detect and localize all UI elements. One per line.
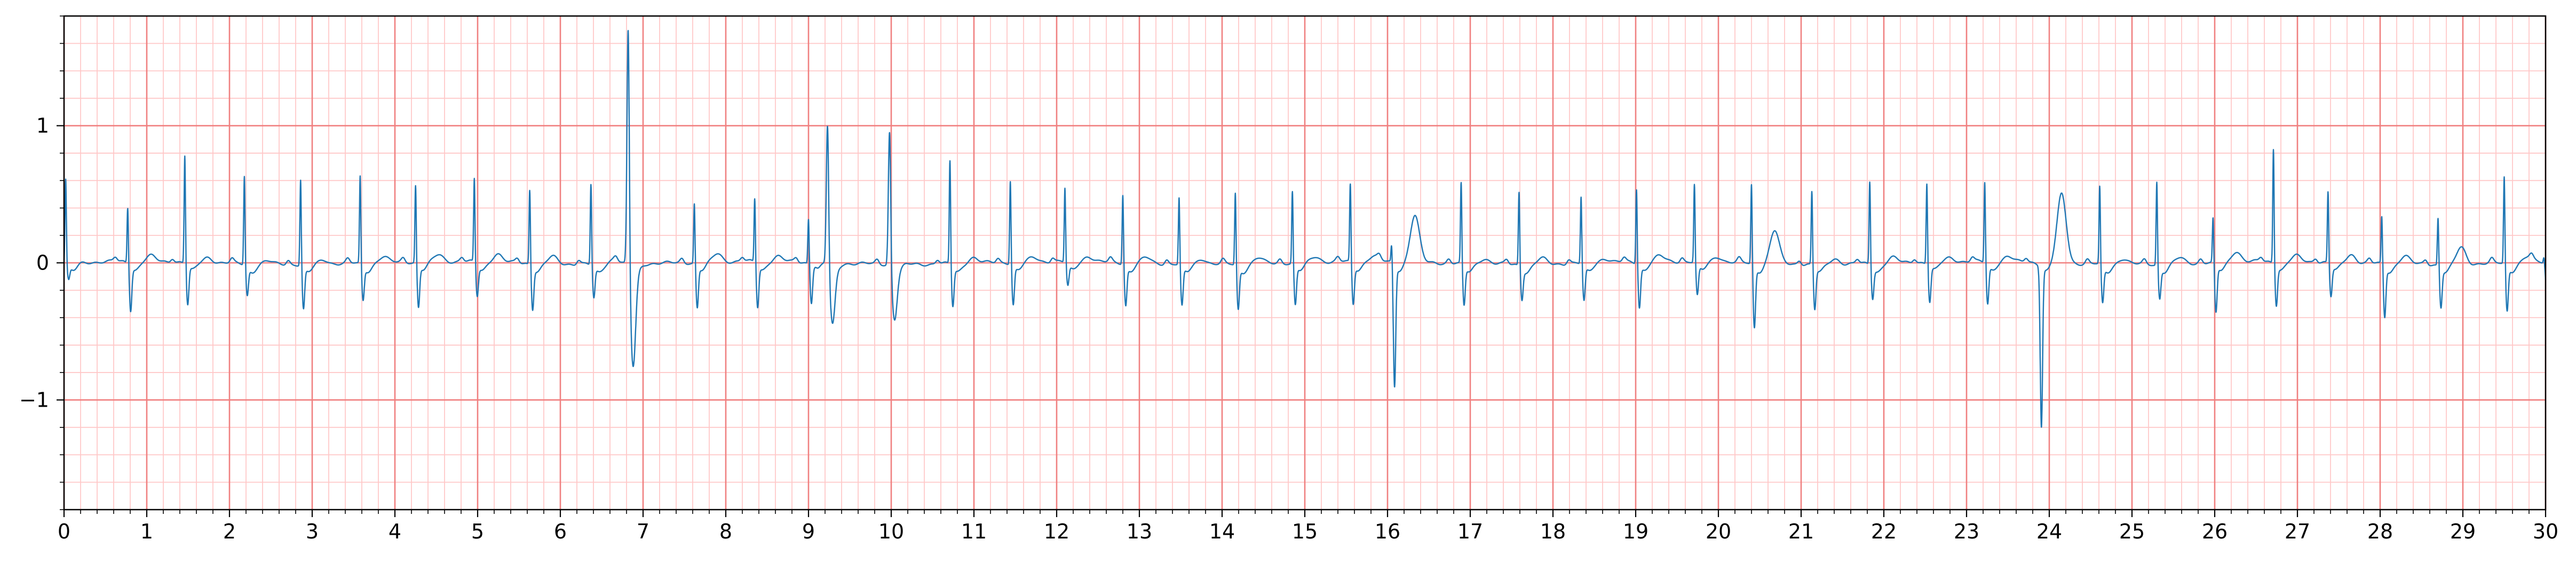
y-tick-label: 0	[36, 251, 49, 275]
x-tick-label: 30	[2533, 520, 2558, 543]
x-tick-label: 27	[2285, 520, 2310, 543]
x-tick-label: 3	[306, 520, 319, 543]
axis-ticks	[57, 15, 2547, 517]
x-tick-label: 28	[2367, 520, 2393, 543]
x-tick-label: 0	[58, 520, 70, 543]
x-tick-label: 21	[1788, 520, 1814, 543]
x-tick-labels: 0 1 2 3 4 5 6 7 8 9 10 11 12 13 14 15 16 17 18 19 20 21 22 23 24…	[58, 520, 2558, 543]
x-tick-label: 13	[1127, 520, 1152, 543]
x-tick-label: 12	[1044, 520, 1069, 543]
x-tick-label: 22	[1871, 520, 1897, 543]
x-tick-label: 8	[719, 520, 732, 543]
x-tick-label: 16	[1375, 520, 1400, 543]
ecg-trace-layer	[63, 30, 2547, 428]
x-tick-label: 14	[1209, 520, 1235, 543]
x-tick-label: 11	[961, 520, 987, 543]
major-grid	[63, 16, 2547, 510]
x-tick-label: 10	[878, 520, 904, 543]
x-tick-label: 1	[140, 520, 153, 543]
y-tick-label: 1	[36, 114, 49, 138]
x-tick-label: 7	[637, 520, 649, 543]
ecg-trace-line	[63, 30, 2547, 428]
x-tick-label: 20	[1706, 520, 1731, 543]
x-tick-label: 6	[554, 520, 567, 543]
x-tick-label: 5	[471, 520, 484, 543]
y-tick-labels: −1 0 1	[19, 114, 49, 412]
x-tick-label: 18	[1540, 520, 1566, 543]
x-tick-label: 23	[1954, 520, 1979, 543]
x-tick-label: 9	[802, 520, 815, 543]
x-tick-label: 4	[389, 520, 401, 543]
x-tick-label: 2	[223, 520, 236, 543]
x-tick-label: 15	[1292, 520, 1318, 543]
x-tick-label: 24	[2036, 520, 2062, 543]
x-tick-label: 17	[1457, 520, 1483, 543]
x-tick-label: 19	[1623, 520, 1648, 543]
x-tick-label: 29	[2450, 520, 2476, 543]
x-tick-label: 26	[2202, 520, 2228, 543]
y-tick-label: −1	[19, 388, 49, 411]
x-tick-label: 25	[2119, 520, 2145, 543]
